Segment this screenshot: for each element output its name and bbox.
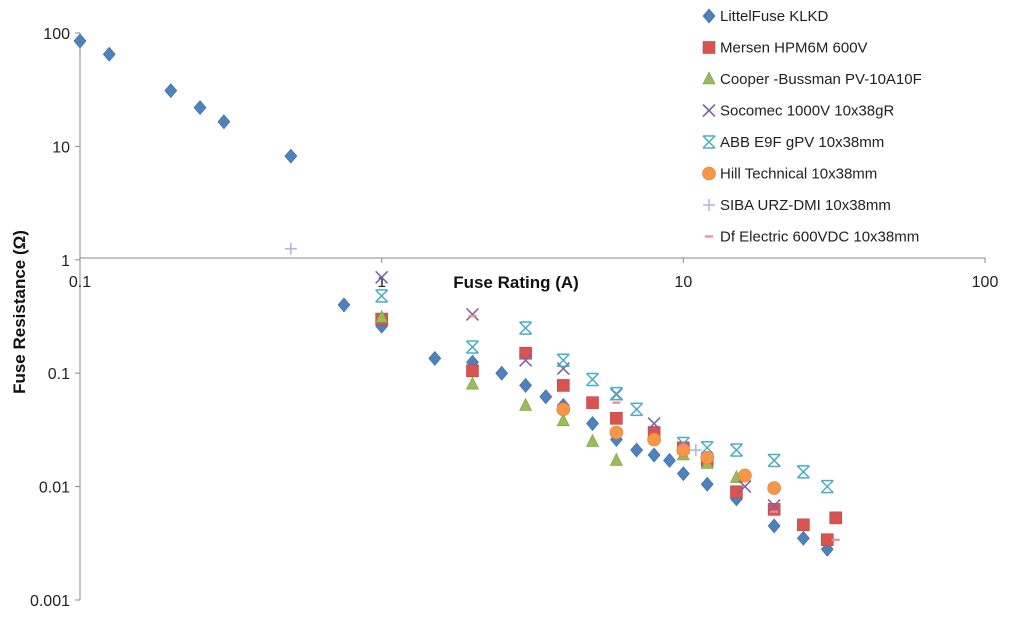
data-point <box>519 353 533 367</box>
data-point <box>700 450 715 465</box>
y-axis-title: Fuse Resistance (Ω) <box>10 230 29 394</box>
y-tick-label: 1 <box>61 253 70 270</box>
data-point <box>797 518 810 532</box>
y-tick-label: 0.001 <box>30 593 70 610</box>
data-point <box>820 533 834 547</box>
data-point <box>428 350 442 366</box>
legend-marker <box>703 199 715 211</box>
data-point <box>465 340 480 354</box>
data-point <box>73 33 87 49</box>
series-5-group <box>556 402 781 495</box>
x-tick-label: 10 <box>674 274 692 291</box>
data-point <box>465 376 479 390</box>
data-point <box>820 479 834 494</box>
legend-label: LittelFuse KLKD <box>720 8 829 25</box>
data-point <box>284 148 298 164</box>
legend: LittelFuse KLKD Mersen HPM6M 600V Cooper -… <box>702 8 922 246</box>
y-tick-label: 100 <box>43 26 70 43</box>
data-point <box>647 416 661 431</box>
series-7-group <box>468 314 840 541</box>
data-point <box>586 416 599 431</box>
legend-marker <box>702 41 716 54</box>
data-point <box>519 346 532 360</box>
data-point <box>767 481 781 495</box>
data-point <box>465 307 480 321</box>
x-tick-label: 1 <box>377 274 386 291</box>
data-point <box>610 412 623 425</box>
data-point <box>829 511 843 525</box>
data-point <box>193 100 207 116</box>
data-point <box>738 480 752 494</box>
data-point <box>767 518 781 534</box>
data-point <box>586 396 599 409</box>
series-2-group <box>375 309 743 483</box>
data-point <box>609 425 624 440</box>
data-point <box>663 453 676 468</box>
x-tick-label: 0.1 <box>69 274 91 291</box>
data-point <box>676 466 690 482</box>
y-tick-label: 0.1 <box>48 366 70 383</box>
data-point <box>609 386 623 401</box>
legend-marker <box>702 71 716 85</box>
legend-label: SIBA URZ-DMI 10x38mm <box>720 197 891 214</box>
data-point <box>375 289 389 303</box>
data-point <box>730 485 743 499</box>
legend-marker <box>702 135 716 149</box>
data-point <box>519 397 533 411</box>
legend-label: Df Electric 600VDC 10x38mm <box>720 229 919 246</box>
data-point <box>375 270 389 284</box>
data-point <box>556 379 570 392</box>
data-point <box>519 321 533 335</box>
legend-marker <box>702 8 716 24</box>
x-tick-label: 100 <box>972 274 999 291</box>
data-point <box>729 443 743 457</box>
data-point <box>375 309 389 323</box>
legend-label: ABB E9F gPV 10x38mm <box>720 134 884 151</box>
legend-marker <box>702 166 716 181</box>
data-point <box>586 433 600 447</box>
y-tick-label: 10 <box>52 139 70 156</box>
x-axis-title: Fuse Rating (A) <box>453 273 579 292</box>
data-point <box>102 46 116 62</box>
data-point <box>700 476 714 492</box>
data-point <box>767 453 781 468</box>
data-point <box>609 452 623 466</box>
data-point <box>466 364 479 378</box>
data-point <box>689 444 702 457</box>
data-point <box>164 83 178 99</box>
legend-marker <box>702 103 716 118</box>
data-point <box>539 389 553 405</box>
data-point <box>337 297 351 313</box>
legend-label: Mersen HPM6M 600V <box>720 40 868 57</box>
data-point <box>585 372 600 387</box>
data-point <box>217 114 231 130</box>
data-point <box>630 402 644 417</box>
data-point <box>738 468 752 483</box>
data-point <box>556 402 571 417</box>
data-point <box>284 242 297 255</box>
data-point <box>556 413 570 427</box>
data-point <box>796 465 810 479</box>
data-point <box>519 377 532 393</box>
series-3-group <box>375 270 781 513</box>
data-point <box>767 499 781 513</box>
data-point <box>796 530 810 546</box>
legend-label: Socomec 1000V 10x38gR <box>720 103 894 120</box>
legend-label: Hill Technical 10x38mm <box>720 166 877 183</box>
y-tick-label: 0.01 <box>39 480 70 497</box>
series-4-group <box>375 289 834 494</box>
series-6-group <box>284 242 702 457</box>
data-point <box>647 432 661 447</box>
data-point <box>556 353 570 368</box>
data-point <box>647 447 661 463</box>
legend-label: Cooper -Bussman PV-10A10F <box>720 71 922 88</box>
data-point <box>495 365 509 381</box>
data-point <box>630 442 643 458</box>
